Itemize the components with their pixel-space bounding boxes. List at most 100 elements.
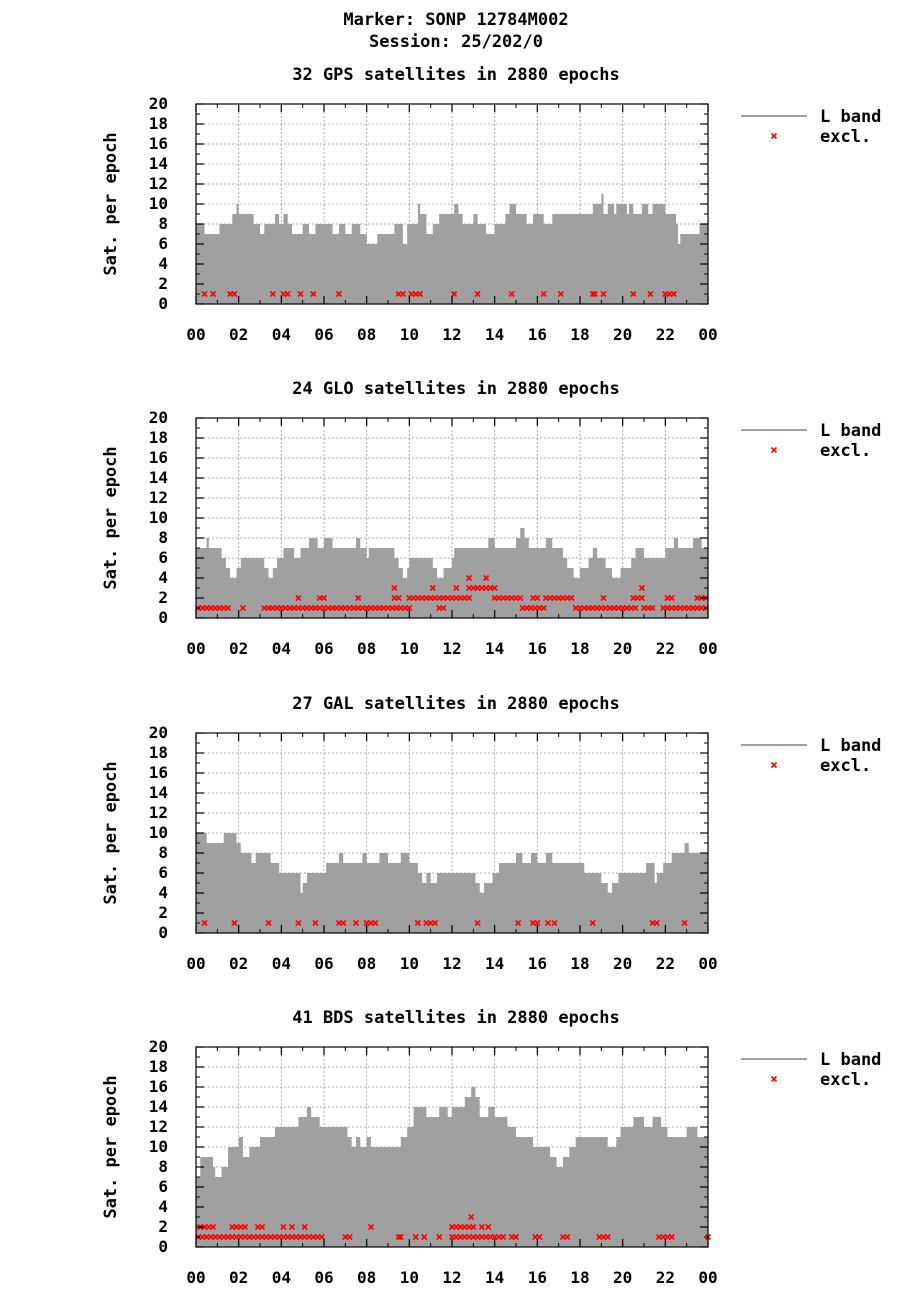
x-tick-label: 12 — [442, 325, 461, 344]
y-tick-label: 18 — [149, 428, 168, 447]
excl-marker — [647, 290, 654, 298]
marker-title: Marker: SONP 12784M002 — [343, 10, 568, 30]
excl-marker — [201, 919, 208, 927]
y-tick-label: 20 — [149, 94, 168, 113]
excl-marker — [668, 1233, 675, 1241]
y-tick-label: 8 — [158, 528, 168, 547]
excl-marker — [564, 1233, 571, 1241]
y-tick-label: 0 — [158, 923, 168, 942]
excl-marker — [397, 1233, 404, 1241]
excl-marker — [431, 919, 438, 927]
y-tick-label: 8 — [158, 1157, 168, 1176]
y-tick-label: 12 — [149, 488, 168, 507]
excl-marker — [630, 290, 637, 298]
x-tick-label: 10 — [400, 325, 419, 344]
y-tick-label: 2 — [158, 274, 168, 293]
x-tick-label: 08 — [357, 1268, 376, 1287]
excl-marker — [668, 594, 675, 602]
excl-marker — [474, 919, 481, 927]
y-tick-label: 0 — [158, 608, 168, 627]
x-tick-label: 14 — [485, 954, 504, 973]
y-tick-label: 14 — [149, 154, 168, 173]
excl-marker — [568, 594, 575, 602]
x-tick-label: 06 — [314, 954, 333, 973]
excl-marker — [534, 594, 541, 602]
excl-marker — [534, 919, 541, 927]
y-tick-label: 18 — [149, 743, 168, 762]
y-tick-label: 6 — [158, 1177, 168, 1196]
legend-excl-label: excl. — [820, 756, 871, 776]
x-tick-label: 04 — [272, 1268, 291, 1287]
y-tick-label: 12 — [149, 803, 168, 822]
excl-marker — [670, 290, 677, 298]
y-axis-label: Sat. per epoch — [101, 1075, 121, 1218]
y-tick-label: 0 — [158, 294, 168, 313]
excl-marker — [604, 1233, 611, 1241]
y-tick-label: 14 — [149, 468, 168, 487]
x-tick-label: 10 — [400, 954, 419, 973]
legend-excl-label: excl. — [820, 1070, 871, 1090]
excl-marker — [301, 1223, 308, 1231]
y-axis-label: Sat. per epoch — [101, 132, 121, 275]
x-tick-label: 16 — [528, 325, 547, 344]
legend-excl-marker — [770, 761, 778, 769]
x-tick-label: 08 — [357, 325, 376, 344]
excl-marker — [508, 290, 515, 298]
y-tick-label: 4 — [158, 568, 168, 587]
excl-marker — [429, 584, 436, 592]
excl-marker — [284, 290, 291, 298]
excl-marker — [335, 290, 342, 298]
excl-marker — [483, 574, 490, 582]
excl-marker — [540, 604, 547, 612]
chart-panel: 41 BDS satellites in 2880 epochs02468101… — [101, 1008, 881, 1287]
x-tick-label: 10 — [400, 1268, 419, 1287]
x-tick-label: 22 — [656, 639, 675, 658]
excl-marker — [540, 290, 547, 298]
excl-marker — [412, 1233, 419, 1241]
y-tick-label: 14 — [149, 1097, 168, 1116]
chart-panels: 32 GPS satellites in 2880 epochs02468101… — [101, 65, 881, 1287]
x-tick-label: 12 — [442, 954, 461, 973]
excl-marker — [340, 919, 347, 927]
excl-marker — [468, 1213, 475, 1221]
excl-marker — [681, 919, 688, 927]
x-tick-label: 00 — [698, 325, 717, 344]
excl-marker — [239, 604, 246, 612]
excl-marker — [470, 1223, 477, 1231]
excl-marker — [440, 604, 447, 612]
excl-marker — [265, 919, 272, 927]
x-tick-label: 16 — [528, 1268, 547, 1287]
excl-marker — [310, 290, 317, 298]
excl-marker — [551, 919, 558, 927]
legend-excl-marker — [770, 446, 778, 454]
y-tick-label: 10 — [149, 1137, 168, 1156]
x-tick-label: 02 — [229, 325, 248, 344]
y-tick-label: 6 — [158, 234, 168, 253]
chart-title: 27 GAL satellites in 2880 epochs — [292, 694, 620, 714]
y-tick-label: 6 — [158, 863, 168, 882]
x-tick-label: 04 — [272, 325, 291, 344]
excl-marker — [295, 919, 302, 927]
excl-marker — [312, 919, 319, 927]
y-tick-label: 2 — [158, 1217, 168, 1236]
y-tick-label: 18 — [149, 1057, 168, 1076]
excl-marker — [638, 584, 645, 592]
y-tick-label: 2 — [158, 903, 168, 922]
x-tick-label: 02 — [229, 639, 248, 658]
y-tick-label: 8 — [158, 843, 168, 862]
x-tick-label: 20 — [613, 1268, 632, 1287]
excl-marker — [352, 919, 360, 927]
excl-marker — [589, 919, 596, 927]
excl-marker — [466, 594, 473, 602]
excl-marker — [201, 290, 208, 298]
excl-marker — [451, 290, 458, 298]
x-tick-label: 14 — [485, 325, 504, 344]
y-axis-label: Sat. per epoch — [101, 446, 121, 589]
x-tick-label: 08 — [357, 954, 376, 973]
legend-excl-label: excl. — [820, 127, 871, 147]
x-tick-label: 12 — [442, 639, 461, 658]
excl-marker — [557, 290, 564, 298]
y-tick-label: 18 — [149, 114, 168, 133]
x-tick-label: 00 — [698, 639, 717, 658]
excl-marker — [536, 1233, 543, 1241]
